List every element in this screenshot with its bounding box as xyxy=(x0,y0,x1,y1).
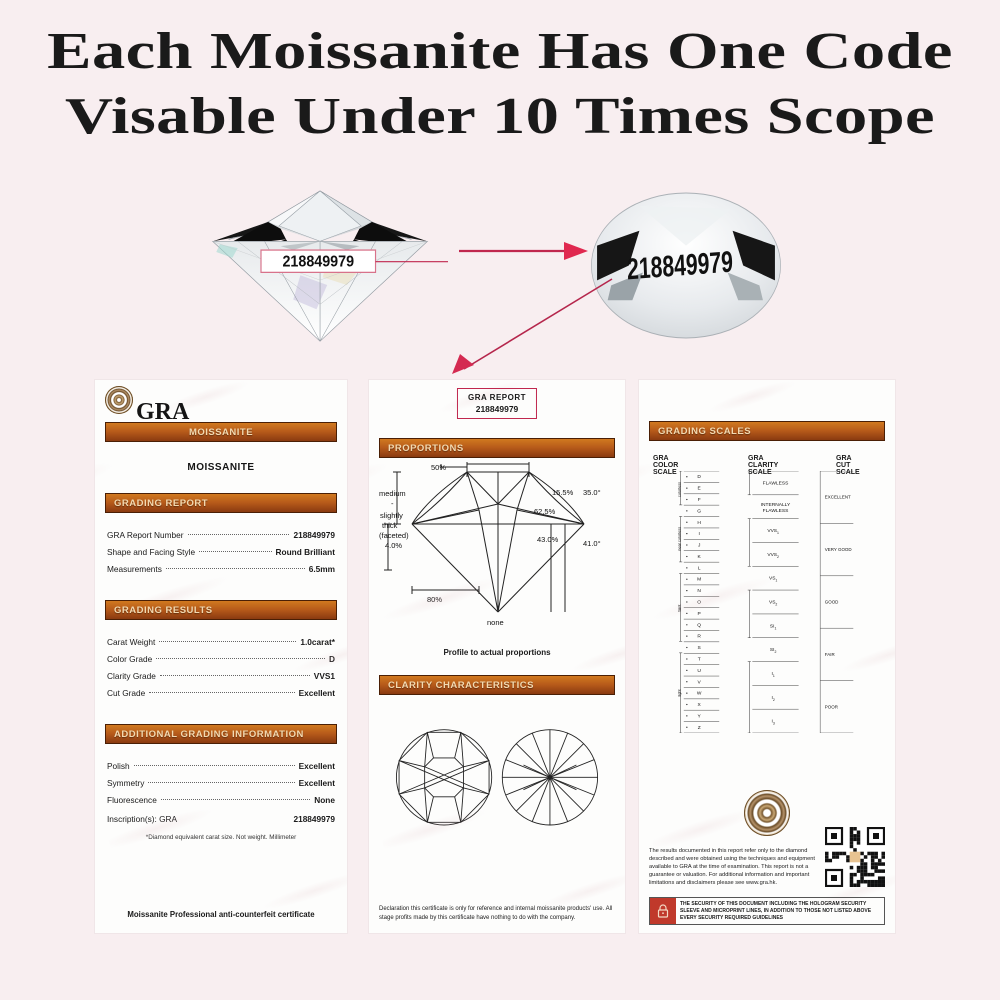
svg-text:I1: I1 xyxy=(772,671,775,678)
svg-text:O: O xyxy=(697,600,701,606)
svg-text:L: L xyxy=(698,565,701,571)
svg-text:(faceted): (faceted) xyxy=(379,531,409,540)
svg-text:-: - xyxy=(391,499,394,508)
svg-text:50%: 50% xyxy=(431,463,446,472)
svg-text:Y: Y xyxy=(698,713,702,719)
svg-text:VVS2: VVS2 xyxy=(767,552,779,559)
svg-text:I3: I3 xyxy=(772,719,775,726)
svg-text:Q: Q xyxy=(697,622,701,628)
svg-text:EXCELLENT: EXCELLENT xyxy=(825,495,851,500)
svg-text:F: F xyxy=(698,497,701,503)
svg-text:VS1: VS1 xyxy=(769,576,777,583)
svg-text:thick: thick xyxy=(382,521,398,530)
svg-text:R: R xyxy=(697,634,701,640)
svg-text:POOR: POOR xyxy=(825,704,839,709)
svg-text:80%: 80% xyxy=(427,595,442,604)
svg-text:V: V xyxy=(698,679,702,685)
svg-text:62.5%: 62.5% xyxy=(534,507,556,516)
svg-text:41.0°: 41.0° xyxy=(583,539,601,548)
svg-text:Z: Z xyxy=(698,725,701,731)
svg-text:W: W xyxy=(697,691,702,697)
svg-text:light: light xyxy=(678,688,682,696)
svg-text:P: P xyxy=(698,611,701,617)
svg-text:M: M xyxy=(697,577,701,583)
svg-text:4.0%: 4.0% xyxy=(385,541,402,550)
svg-text:VVS1: VVS1 xyxy=(767,528,779,535)
svg-text:15.5%: 15.5% xyxy=(552,488,574,497)
svg-text:slightly: slightly xyxy=(380,511,403,520)
svg-text:SI1: SI1 xyxy=(770,623,777,630)
svg-text:35.0°: 35.0° xyxy=(583,488,601,497)
svg-text:colorless: colorless xyxy=(678,482,682,497)
svg-text:VERY GOOD: VERY GOOD xyxy=(825,547,852,552)
svg-text:S: S xyxy=(698,645,702,651)
svg-text:SI2: SI2 xyxy=(770,647,777,654)
svg-text:N: N xyxy=(697,588,701,594)
svg-text:X: X xyxy=(698,702,702,708)
svg-text:VS2: VS2 xyxy=(769,600,777,607)
svg-text:H: H xyxy=(697,520,701,526)
svg-text:I2: I2 xyxy=(772,695,775,702)
svg-text:J: J xyxy=(698,543,701,549)
svg-text:faint: faint xyxy=(678,604,682,612)
svg-text:E: E xyxy=(698,486,702,492)
svg-text:218849979: 218849979 xyxy=(282,253,354,271)
svg-text:FAIR: FAIR xyxy=(825,652,836,657)
svg-text:none: none xyxy=(487,618,504,627)
svg-text:U: U xyxy=(697,668,701,674)
svg-text:G: G xyxy=(697,508,701,514)
svg-text:K: K xyxy=(698,554,702,560)
svg-text:43.0%: 43.0% xyxy=(537,535,559,544)
svg-text:FLAWLESS: FLAWLESS xyxy=(763,480,789,486)
svg-text:GOOD: GOOD xyxy=(825,600,839,605)
svg-text:T: T xyxy=(698,656,701,662)
svg-text:I: I xyxy=(699,531,700,537)
svg-text:INTERNALLY: INTERNALLY xyxy=(761,502,791,508)
svg-text:medium: medium xyxy=(379,489,406,498)
svg-text:FLAWLESS: FLAWLESS xyxy=(763,508,789,514)
svg-text:near colorless: near colorless xyxy=(678,527,682,551)
